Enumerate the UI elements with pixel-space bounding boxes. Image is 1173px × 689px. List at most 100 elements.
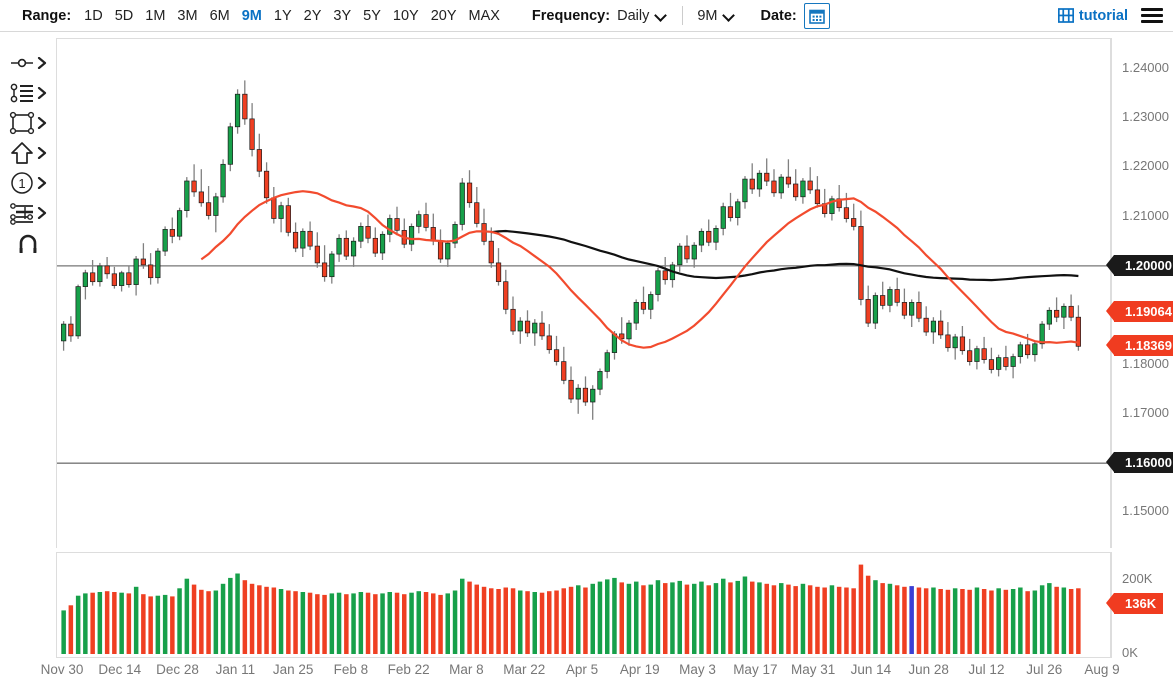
arrow-tool[interactable] [2,138,54,168]
date-tick-label: Feb 8 [333,662,369,677]
volume-bar [467,581,472,654]
volume-bar [278,589,284,654]
chevron-right-icon[interactable] [37,207,47,219]
price-tick-label: 1.24000 [1122,59,1169,75]
volume-bar [228,577,233,654]
tutorial-link[interactable]: tutorial [1057,8,1128,24]
chevron-right-icon[interactable] [37,147,47,159]
volume-bar [807,585,813,654]
volume-bar [590,583,595,654]
chevron-right-icon[interactable] [37,87,47,99]
volume-bar [1018,587,1023,654]
volume-bar [844,587,849,654]
chevron-down-icon[interactable] [723,11,736,20]
volume-bar [706,585,711,654]
date-tick-label: Apr 19 [619,662,660,677]
range-option-3y[interactable]: 3Y [333,7,352,24]
volume-bar [1061,587,1067,654]
range-option-9m[interactable]: 9M [241,7,262,24]
chevron-down-icon[interactable] [655,11,668,20]
volume-bar [235,573,240,654]
volume-bar [648,584,653,654]
hamburger-menu-icon[interactable] [1141,7,1163,24]
frequency-value[interactable]: Daily [617,7,650,24]
volume-bar [923,588,929,654]
magnet-icon[interactable] [15,231,41,255]
volume-bar [713,583,719,654]
range-option-max[interactable]: MAX [468,7,500,24]
date-tick-label: Mar 8 [449,662,484,677]
trendline-icon[interactable] [9,51,35,75]
range-option-1d[interactable]: 1D [84,7,103,24]
volume-bar [655,580,661,654]
menu-bar [1141,20,1163,24]
volume-bar [684,584,690,654]
chevron-right-icon[interactable] [37,177,47,189]
price-badge-last-price: 1.18369 [1106,335,1173,357]
chevron-right-icon[interactable] [37,117,47,129]
fibonacci-levels-icon[interactable] [9,201,35,225]
numbered-circle-icon[interactable]: 1 [9,171,35,195]
range-option-10y[interactable]: 10Y [392,7,419,24]
volume-bar [199,589,204,654]
volume-bar [612,577,617,654]
volume-bar [68,605,74,654]
volume-bar [206,591,211,654]
volume-bar [452,590,458,654]
calendar-icon[interactable] [803,2,830,29]
volume-bar [1010,589,1016,654]
annotation-tool[interactable] [2,78,54,108]
volume-bar [568,586,574,654]
volume-bar [510,588,516,654]
range-option-5d[interactable]: 5D [114,7,134,24]
price-chart-panel[interactable] [56,38,1111,548]
label-tool[interactable]: 1 [2,168,54,198]
volume-bar [960,589,965,654]
range-option-1y[interactable]: 1Y [273,7,292,24]
price-tick-label: 1.15000 [1122,503,1169,519]
up-arrow-icon[interactable] [9,141,35,165]
volume-bar [293,591,298,654]
volume-bar [336,592,342,654]
volume-bar [931,587,936,654]
trendline-tool[interactable] [2,48,54,78]
chevron-right-icon[interactable] [37,57,47,69]
price-axis[interactable]: 1.24000 1.23000 1.22000 1.21000 1.18000 1.170… [1106,38,1173,548]
range-option-1m[interactable]: 1M [145,7,166,24]
volume-bar [344,594,349,654]
volume-bar [974,587,980,654]
shape-tool[interactable] [2,108,54,138]
range-selector-group: Range: 1D 5D 1M 3M 6M 9M 1Y 2Y 3Y 5Y 10Y 20Y MAX [22,8,506,24]
volume-bar [307,592,313,654]
rectangle-shape-icon[interactable] [9,111,35,135]
volume-bar [503,587,508,654]
date-axis[interactable]: Nov 30 Dec 14 Dec 28 Jan 11 Jan 25 Feb 8 Feb 2… [41,660,1120,688]
volume-bar [1039,585,1045,654]
date-selector-group: Date: [760,2,830,29]
range-option-2y[interactable]: 2Y [303,7,322,24]
annotation-list-icon[interactable] [9,81,35,105]
volume-bar [431,593,436,654]
top-toolbar: Range: 1D 5D 1M 3M 6M 9M 1Y 2Y 3Y 5Y 10Y 20Y MAX Fre… [0,0,1173,32]
volume-bar [141,594,146,654]
range-option-3m[interactable]: 3M [177,7,198,24]
date-tick-label: Jul 12 [968,662,1005,677]
date-tick-label: Apr 5 [565,662,599,677]
fibonacci-tool[interactable] [2,198,54,228]
period-value[interactable]: 9M [697,7,718,24]
volume-bar [445,593,450,654]
magnet-tool[interactable] [2,228,54,258]
range-option-6m[interactable]: 6M [209,7,230,24]
volume-bar [728,582,733,654]
range-label: Range: [22,7,72,24]
volume-bar [880,583,885,654]
volume-chart-panel[interactable] [56,552,1111,658]
chart-container[interactable] [56,38,1111,658]
volume-bar [170,596,175,654]
range-option-20y[interactable]: 20Y [430,7,457,24]
range-option-5y[interactable]: 5Y [363,7,381,24]
volume-bar [474,584,479,654]
date-tick-label: Jun 14 [850,662,892,677]
volume-bar [402,594,407,654]
volume-axis[interactable]: 200K 0K 136K [1105,552,1173,660]
